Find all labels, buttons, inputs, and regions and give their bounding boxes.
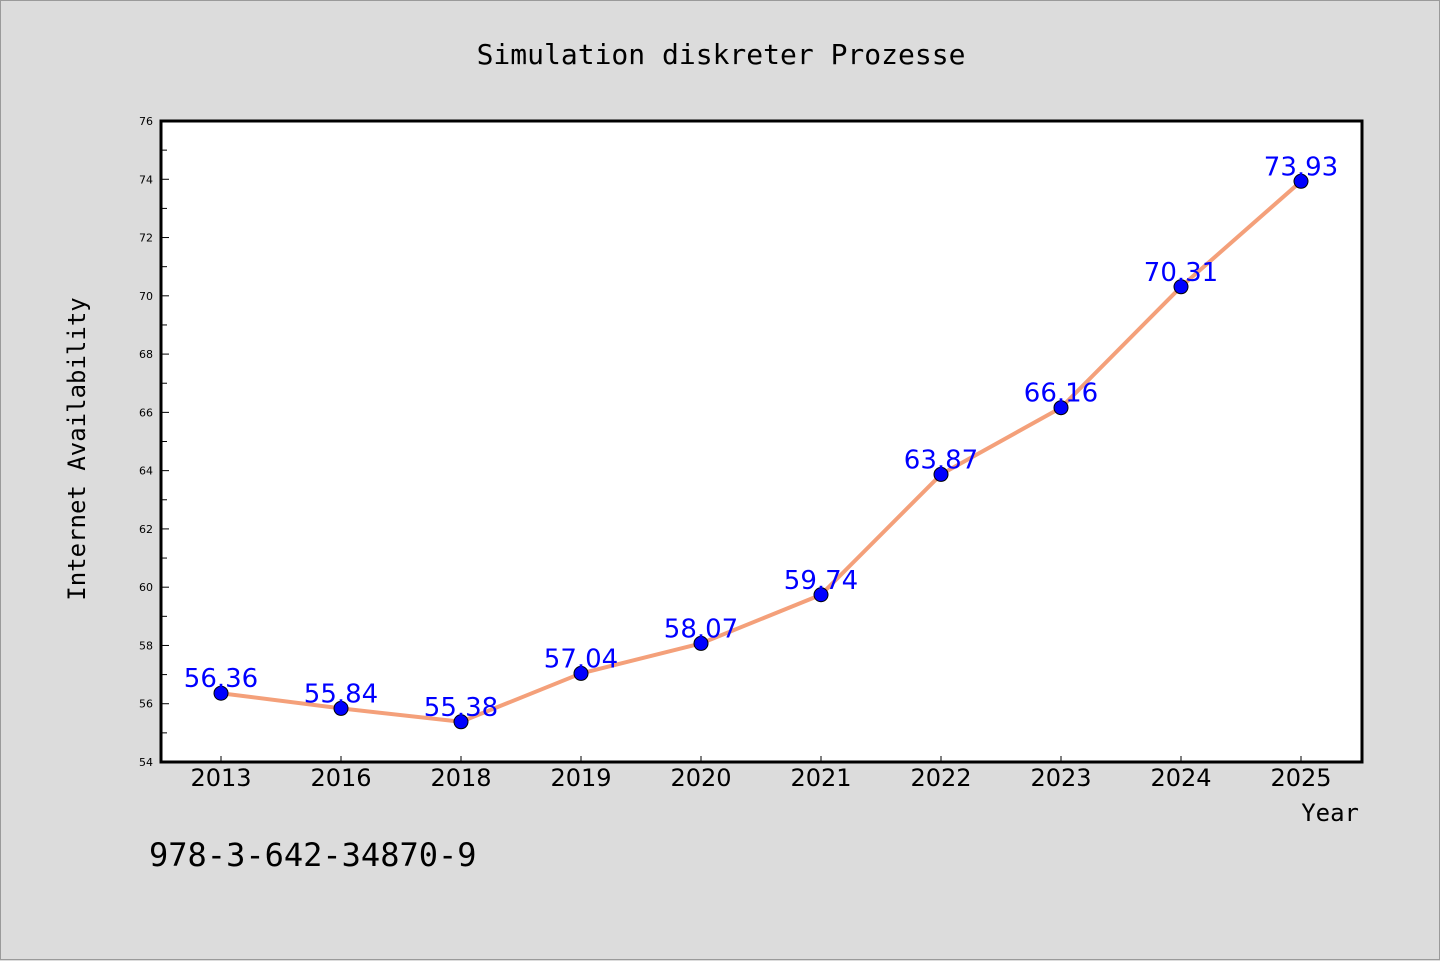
y-tick-label: 74 (139, 173, 153, 186)
data-point (813, 587, 829, 603)
data-label: 55.84 (304, 679, 378, 709)
data-label: 59.74 (784, 566, 858, 596)
x-tick-label: 2013 (190, 764, 251, 792)
y-tick-label: 60 (139, 581, 153, 594)
x-tick-label: 2021 (790, 764, 851, 792)
x-axis-ticks: 2013 2016 2018 2019 2020 2021 2022 2023 2024 2025 (190, 756, 1332, 792)
x-tick-label: 2023 (1030, 764, 1091, 792)
data-label: 63.87 (904, 445, 978, 475)
y-tick-label: 56 (139, 698, 153, 711)
data-label: 73.93 (1264, 152, 1338, 182)
y-tick-label: 66 (139, 406, 153, 419)
y-tick-label: 68 (139, 348, 153, 361)
data-label: 66.16 (1024, 379, 1098, 409)
data-label: 70.31 (1144, 258, 1218, 288)
x-tick-label: 2025 (1270, 764, 1331, 792)
plot-area (159, 119, 1364, 764)
x-tick-label: 2024 (1150, 764, 1211, 792)
y-axis-ticks: 54 56 58 60 62 64 66 68 70 72 74 76 (139, 115, 169, 769)
x-tick-label: 2018 (430, 764, 491, 792)
data-point (213, 685, 229, 701)
data-label: 56.36 (184, 664, 258, 694)
data-point (333, 700, 349, 716)
data-point (1173, 279, 1189, 295)
data-label: 55.38 (424, 693, 498, 723)
chart-title: Simulation diskreter Prozesse (477, 38, 966, 71)
y-tick-label: 62 (139, 523, 153, 536)
y-tick-label: 54 (139, 756, 153, 769)
footer-isbn: 978-3-642-34870-9 (149, 836, 477, 874)
data-point (693, 635, 709, 651)
y-tick-label: 72 (139, 232, 153, 245)
data-point (933, 466, 949, 482)
data-point (453, 714, 469, 730)
y-tick-label: 58 (139, 639, 153, 652)
data-point (1053, 400, 1069, 416)
x-tick-label: 2016 (310, 764, 371, 792)
series-layer: 56.36 55.84 55.38 57.04 58.07 59.74 63.87 66.16… (184, 152, 1338, 730)
y-tick-label: 70 (139, 290, 153, 303)
x-tick-label: 2019 (550, 764, 611, 792)
data-label: 57.04 (544, 644, 618, 674)
x-tick-label: 2022 (910, 764, 971, 792)
y-axis-label: Internet Availability (63, 297, 91, 600)
data-point (573, 665, 589, 681)
x-tick-label: 2020 (670, 764, 731, 792)
y-tick-label: 76 (139, 115, 153, 128)
data-point (1293, 173, 1309, 189)
data-label: 58.07 (664, 614, 738, 644)
series-line (219, 179, 1303, 724)
x-axis-label: Year (1301, 799, 1359, 827)
y-tick-label: 64 (139, 465, 153, 478)
